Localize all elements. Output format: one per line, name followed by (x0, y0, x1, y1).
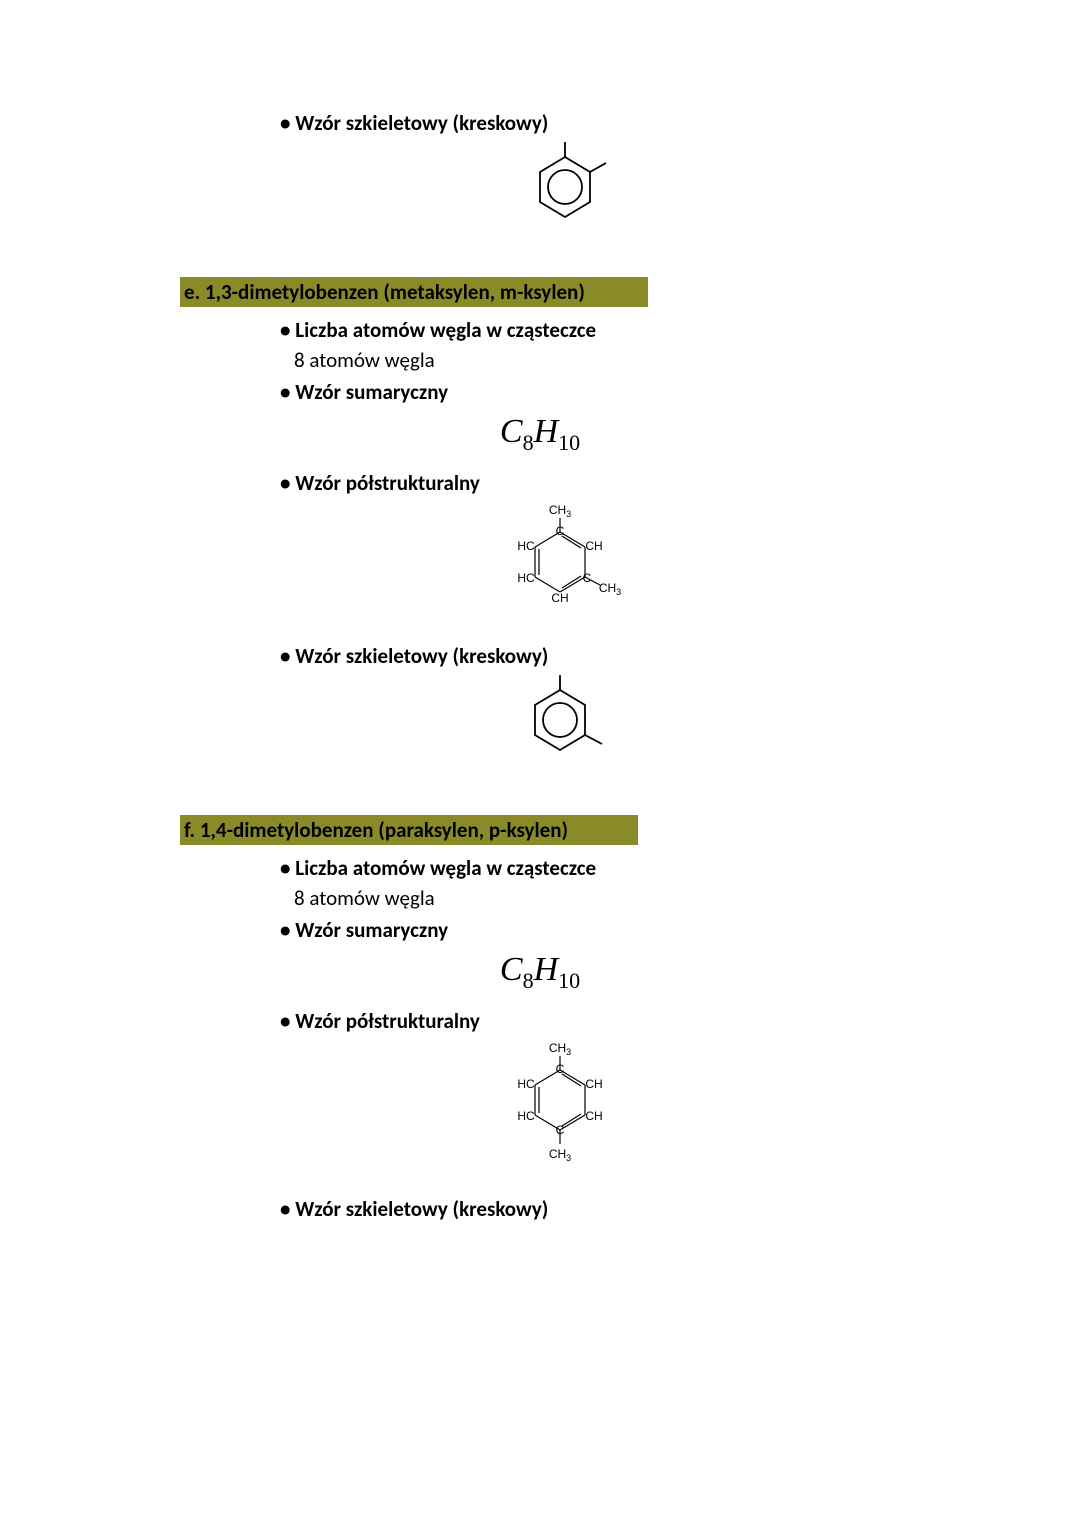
atom-hc-ll: HC (517, 571, 535, 585)
bullet-carbon-f: Liczba atomów węgla w cząsteczce (280, 855, 900, 881)
carbon-text-f: 8 atomów węgla (294, 885, 900, 911)
atom-hc-ll-p: HC (517, 1109, 535, 1123)
diagram-oxylene-skeletal (180, 142, 900, 247)
atom-hc-ul-p: HC (517, 1077, 535, 1091)
label-skeletal-f: Wzór szkieletowy (kreskowy) (280, 1196, 548, 1222)
bullet-molecular-e: Wzór sumaryczny (280, 379, 900, 405)
mxylene-skeletal-svg (505, 675, 635, 780)
formula-f-Hn: 10 (558, 968, 580, 993)
atom-c-top-p: C (556, 1062, 565, 1076)
label-molecular: Wzór sumaryczny (280, 379, 448, 405)
atom-ch3-top-p: CH3 (549, 1041, 571, 1057)
section-header-f: f. 1,4-dimetylobenzen (paraksylen, p-ksy… (180, 815, 638, 845)
label-carbon-count-f: Liczba atomów węgla w cząsteczce (280, 855, 596, 881)
label-molecular-f: Wzór sumaryczny (280, 917, 448, 943)
label-semistructural: Wzór półstrukturalny (280, 470, 480, 496)
formula-e: C8H10 (180, 413, 900, 456)
bullet-molecular-f: Wzór sumaryczny (280, 917, 900, 943)
atom-ch3-top: CH3 (549, 503, 571, 519)
bullet-skeletal-top: Wzór szkieletowy (kreskowy) (280, 110, 900, 136)
label-skeletal-e: Wzór szkieletowy (kreskowy) (280, 643, 548, 669)
section-header-e: e. 1,3-dimetylobenzen (metaksylen, m-ksy… (180, 277, 648, 307)
label-carbon-count: Liczba atomów węgla w cząsteczce (280, 317, 596, 343)
section-e-title: e. 1,3-dimetylobenzen (metaksylen, m-ksy… (184, 279, 585, 305)
formula-f: C8H10 (180, 951, 900, 994)
formula-e-Hn: 10 (558, 430, 580, 455)
document-page: Wzór szkieletowy (kreskowy) e. 1,3-dimet… (0, 0, 1080, 1326)
formula-f-H: H (534, 951, 559, 988)
label-skeletal: Wzór szkieletowy (kreskowy) (280, 110, 548, 136)
oxylene-skeletal-svg (510, 142, 630, 242)
bullet-carbon-e: Liczba atomów węgla w cząsteczce (280, 317, 900, 343)
atom-ch-bot: CH (551, 591, 568, 605)
atom-c-lr: C (583, 571, 592, 585)
formula-f-Cn: 8 (523, 968, 534, 993)
diagram-mxylene-semistructural: CH3 C CH C CH3 CH HC HC (180, 502, 900, 627)
diagram-pxylene-semistructural: CH3 C CH CH C CH3 HC HC (180, 1040, 900, 1180)
pxylene-semi-svg: CH3 C CH CH C CH3 HC HC (490, 1040, 650, 1175)
atom-ch-lr-p: CH (585, 1109, 602, 1123)
formula-e-H: H (534, 413, 559, 450)
label-semistructural-f: Wzór półstrukturalny (280, 1008, 480, 1034)
bullet-skeletal-f: Wzór szkieletowy (kreskowy) (280, 1196, 900, 1222)
atom-ch-ur-p: CH (585, 1077, 602, 1091)
atom-c-top: C (556, 524, 565, 538)
section-f-title: f. 1,4-dimetylobenzen (paraksylen, p-ksy… (184, 817, 568, 843)
atom-ch3-bot-p: CH3 (549, 1147, 571, 1163)
atom-ch3-lr: CH3 (599, 581, 621, 597)
bullet-skeletal-e: Wzór szkieletowy (kreskowy) (280, 643, 900, 669)
carbon-text-e: 8 atomów węgla (294, 347, 900, 373)
formula-f-C: C (500, 951, 523, 988)
atom-hc-ul: HC (517, 539, 535, 553)
formula-e-C: C (500, 413, 523, 450)
diagram-mxylene-skeletal (180, 675, 900, 785)
mxylene-semi-svg: CH3 C CH C CH3 CH HC HC (490, 502, 650, 622)
atom-c-bot-p: C (556, 1123, 565, 1137)
bullet-semistructural-f: Wzór półstrukturalny (280, 1008, 900, 1034)
bullet-semistructural-e: Wzór półstrukturalny (280, 470, 900, 496)
formula-e-Cn: 8 (523, 430, 534, 455)
atom-ch-ur: CH (585, 539, 602, 553)
